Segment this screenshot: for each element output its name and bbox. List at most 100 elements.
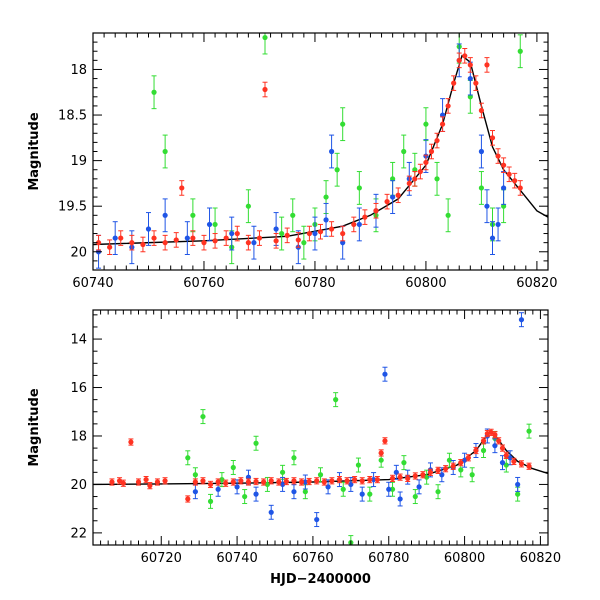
- top-green-marker: [301, 240, 307, 246]
- top-green-marker: [501, 203, 507, 209]
- bottom-blue-point: [268, 504, 274, 520]
- bottom-red-marker: [291, 478, 297, 484]
- bottom-blue-point: [279, 476, 286, 492]
- top-green-marker: [151, 89, 157, 95]
- bottom-blue-marker: [386, 486, 392, 492]
- top-red-marker: [273, 238, 279, 244]
- bottom-red-marker: [230, 479, 236, 485]
- bottom-panel: 60720 60740 60760 60780 60800 60820 14 16 18 20 22…: [27, 309, 561, 587]
- bottom-green-marker: [412, 493, 418, 500]
- top-red-point: [118, 230, 124, 246]
- top-red-point: [484, 57, 490, 73]
- bottom-green-point: [200, 409, 206, 425]
- bottom-blue-point: [370, 472, 377, 488]
- top-y-tick-label: 19: [70, 154, 87, 169]
- top-red-point: [467, 57, 473, 73]
- bottom-green-marker: [333, 397, 339, 403]
- top-red-marker: [140, 241, 146, 248]
- top-x-tick-label: 60740: [72, 276, 113, 291]
- top-green-marker: [390, 176, 396, 182]
- top-red-marker: [107, 244, 113, 250]
- top-blue-marker: [501, 185, 507, 191]
- bottom-y-tick-label: 18: [70, 429, 87, 444]
- top-red-point: [384, 193, 390, 210]
- bottom-red-marker: [268, 478, 274, 484]
- bottom-x-tick-label: 60760: [292, 551, 333, 566]
- top-red-marker: [495, 153, 501, 159]
- bottom-red-point: [465, 454, 471, 462]
- top-red-point: [434, 132, 440, 149]
- top-red-marker: [223, 235, 229, 241]
- bottom-blue-marker: [439, 472, 445, 478]
- top-red-point: [190, 230, 196, 246]
- bottom-green-marker: [367, 491, 373, 497]
- top-blue-point: [328, 134, 335, 169]
- top-blue-marker: [340, 240, 346, 246]
- top-red-marker: [512, 178, 518, 184]
- bottom-red-marker: [427, 469, 434, 475]
- bottom-red-point: [378, 449, 384, 457]
- top-red-marker: [256, 235, 263, 241]
- bottom-green-point: [435, 484, 441, 500]
- top-red-marker: [439, 121, 446, 127]
- top-red-marker: [478, 107, 485, 114]
- bottom-red-point: [503, 451, 509, 459]
- bottom-red-marker: [496, 438, 502, 444]
- bottom-red-point: [306, 477, 312, 486]
- bottom-red-point: [382, 437, 388, 445]
- top-red-point: [495, 148, 501, 164]
- top-blue-marker: [112, 235, 118, 241]
- top-plot-area: [93, 33, 548, 269]
- top-red-marker: [212, 238, 218, 244]
- bottom-blue-point: [359, 486, 365, 502]
- bottom-red-point: [352, 475, 358, 484]
- top-red-marker: [434, 137, 440, 144]
- top-red-marker: [262, 86, 268, 93]
- bottom-red-point: [185, 495, 191, 503]
- top-blue-marker: [229, 230, 235, 237]
- top-green-point: [262, 33, 268, 55]
- top-green-marker: [162, 148, 168, 155]
- bottom-red-marker: [518, 461, 525, 467]
- bottom-y-tick-label: 16: [70, 381, 87, 396]
- bottom-green-point: [230, 459, 236, 475]
- top-red-point: [506, 166, 512, 183]
- top-blue-point: [184, 221, 190, 256]
- bottom-red-marker: [511, 458, 517, 465]
- bottom-red-point: [192, 478, 198, 486]
- top-red-point: [473, 75, 479, 91]
- top-blue-point: [206, 207, 213, 242]
- top-y-tick-label: 18: [70, 63, 87, 78]
- top-x-tick-label: 60760: [183, 276, 224, 291]
- bottom-green-point: [480, 443, 487, 458]
- bottom-blue-marker: [507, 455, 513, 461]
- bottom-red-point: [162, 477, 168, 485]
- bottom-red-point: [200, 477, 206, 485]
- top-blue-point: [162, 198, 168, 233]
- bottom-frame: [92, 309, 549, 546]
- bottom-red-point: [389, 474, 396, 482]
- bottom-red-point: [518, 460, 525, 468]
- top-blue-marker: [489, 235, 496, 241]
- top-green-marker: [334, 167, 340, 173]
- top-blue-point: [112, 221, 118, 256]
- bottom-blue-point: [397, 491, 403, 507]
- bottom-red-marker: [397, 474, 403, 480]
- bottom-red-point: [143, 475, 149, 484]
- top-blue-point: [495, 207, 501, 242]
- bottom-green-point: [401, 455, 407, 471]
- top-red-point: [328, 221, 335, 237]
- top-red-point: [212, 233, 218, 249]
- bottom-green-marker: [515, 491, 521, 497]
- top-red-marker: [445, 103, 451, 109]
- bottom-blue-marker: [515, 481, 521, 488]
- bottom-green-marker: [200, 413, 206, 420]
- top-red-point: [179, 180, 185, 196]
- top-red-marker: [451, 80, 457, 86]
- top-red-point: [478, 102, 485, 119]
- top-green-marker: [340, 121, 346, 127]
- top-red-point: [173, 232, 179, 248]
- bottom-red-point: [215, 478, 221, 486]
- top-green-marker: [423, 121, 429, 127]
- top-red-point: [234, 225, 240, 242]
